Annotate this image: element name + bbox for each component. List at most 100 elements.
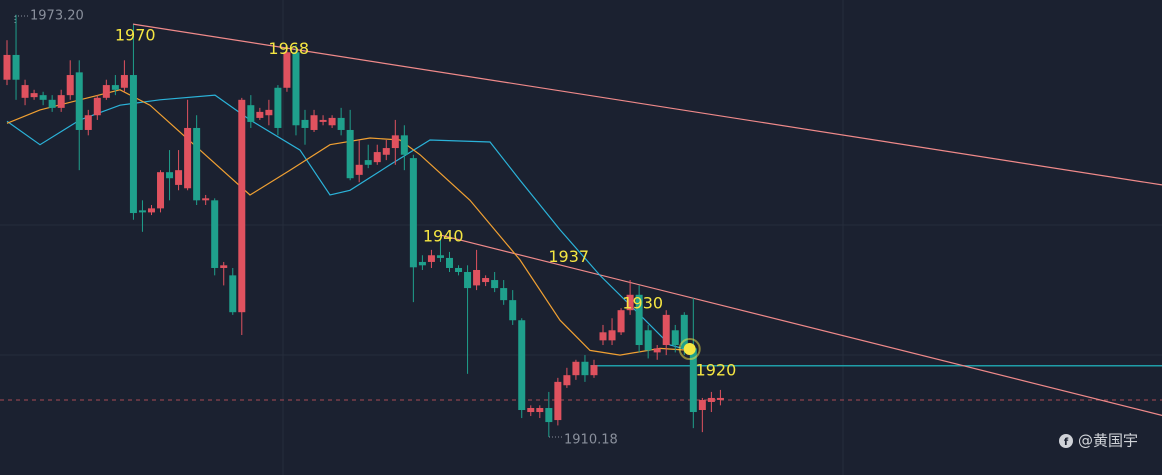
- marker-halo: [678, 338, 701, 361]
- candle-body: [364, 160, 372, 165]
- candle-body: [455, 267, 463, 273]
- plot: 1970 1968 1940 1937 1930 1920: [0, 14, 1162, 437]
- candle-body: [698, 399, 706, 411]
- candle-body: [283, 52, 291, 88]
- watermark: f @黄国宇: [1059, 432, 1138, 450]
- candle-body: [310, 115, 318, 130]
- candle-body: [716, 397, 724, 400]
- candle-body: [328, 117, 336, 126]
- candle-body: [409, 158, 417, 268]
- candle-body: [626, 294, 634, 311]
- candle-body: [229, 275, 237, 313]
- candle-body: [66, 75, 74, 96]
- candle-body: [184, 127, 192, 189]
- candle-body: [563, 375, 571, 386]
- candle-body: [473, 269, 481, 286]
- candle-body: [211, 200, 219, 268]
- candle-body: [120, 75, 128, 88]
- watermark-icon: [1059, 434, 1073, 448]
- candle-body: [247, 105, 255, 122]
- candle-body: [48, 99, 56, 108]
- price-annotation: 1970: [115, 26, 156, 45]
- price-annotation: 1930: [622, 294, 663, 313]
- candle-body: [274, 87, 282, 128]
- price-annotation: 1968: [268, 39, 309, 58]
- candle-body: [346, 129, 354, 179]
- candle-body: [391, 135, 399, 149]
- candle-body: [608, 330, 616, 341]
- candle-body: [599, 332, 607, 341]
- candle-body: [581, 361, 589, 376]
- candle-body: [30, 93, 38, 98]
- candle-body: [572, 361, 580, 376]
- candle-body: [418, 261, 426, 266]
- candle-body: [671, 330, 679, 346]
- candle-body: [400, 135, 408, 155]
- marker: [683, 343, 696, 356]
- watermark-text: @黄国宇: [1078, 432, 1138, 450]
- candle-body: [292, 52, 300, 126]
- candle-body: [617, 310, 625, 333]
- candle-body: [21, 85, 29, 98]
- candle-body: [220, 265, 228, 268]
- watermark-icon-glyph: f: [1064, 437, 1069, 448]
- candle-body: [337, 117, 345, 130]
- price-annotation: 1940: [423, 227, 464, 246]
- candle-body: [202, 198, 210, 201]
- candle-body: [644, 330, 652, 351]
- candle-body: [75, 72, 83, 130]
- candle-body: [3, 54, 11, 80]
- average-line: [6, 89, 691, 356]
- candle-body: [373, 152, 381, 163]
- candle-body: [39, 95, 47, 100]
- candle-body: [256, 111, 264, 118]
- candle-body: [635, 294, 643, 346]
- candle-body: [129, 75, 137, 214]
- candle-body: [157, 172, 165, 209]
- candle-body: [445, 257, 453, 268]
- candle-body: [147, 208, 155, 213]
- candle-body: [84, 115, 92, 130]
- candle-body: [57, 95, 65, 108]
- trend-line: [440, 234, 1162, 416]
- trend-line: [132, 23, 1162, 186]
- candle-body: [680, 314, 688, 349]
- candle-body: [527, 408, 535, 413]
- candle-body: [238, 99, 246, 313]
- candle-body: [12, 54, 20, 80]
- price-annotation: 1937: [548, 247, 589, 266]
- candle-body: [662, 314, 670, 346]
- price-annotation: 1920: [696, 361, 737, 380]
- candle-body: [482, 278, 490, 283]
- candle-body: [138, 210, 146, 213]
- candle-body: [653, 348, 661, 353]
- candle-body: [265, 109, 273, 116]
- candle-body: [427, 255, 435, 262]
- candle-body: [545, 408, 553, 423]
- candle-body: [707, 397, 715, 402]
- high-label: 1973.20: [30, 9, 84, 24]
- candle-body: [319, 119, 327, 122]
- candle-body: [175, 170, 183, 185]
- candle-body: [491, 280, 499, 289]
- candle-body: [464, 272, 472, 289]
- candle-body: [93, 97, 101, 116]
- candle-body: [382, 148, 390, 155]
- candle-body: [166, 172, 174, 179]
- candle-body: [102, 85, 110, 98]
- candle-body: [536, 408, 544, 413]
- candle-body: [355, 164, 363, 175]
- candle-body: [554, 381, 562, 421]
- candle-body: [111, 85, 119, 90]
- low-label: 1910.18: [564, 433, 618, 448]
- candle-body: [500, 288, 508, 301]
- average-line: [6, 94, 691, 351]
- candle-body: [436, 255, 444, 258]
- candle-body: [193, 127, 201, 201]
- candle-body: [509, 300, 517, 321]
- candle-body: [689, 348, 697, 413]
- candle-body: [301, 119, 309, 128]
